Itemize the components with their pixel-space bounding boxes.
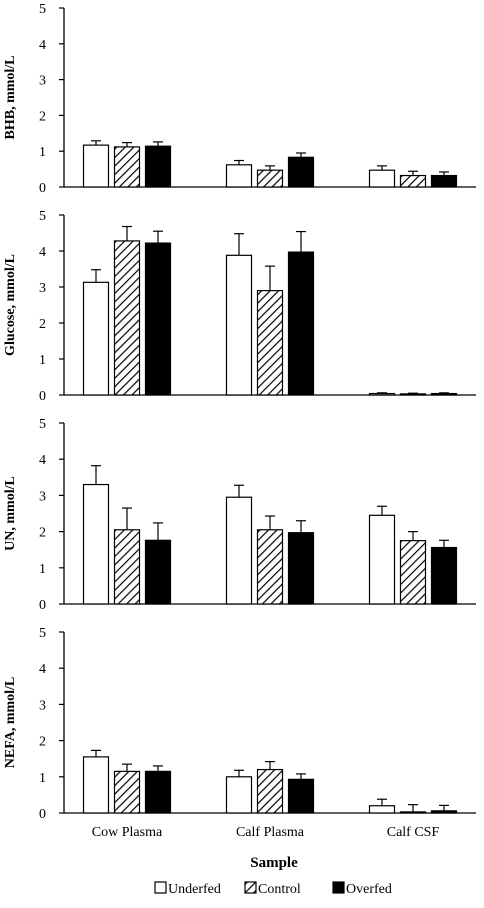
y-tick-label: 0 [39,389,46,404]
bar-underfed [225,776,253,814]
bar-control [256,290,284,396]
y-tick-label: 4 [39,662,46,677]
y-tick-label: 5 [39,626,46,641]
y-tick-label: 2 [39,317,46,332]
bar-overfed [287,532,315,605]
y-tick-label: 3 [39,74,46,89]
legend-label: Overfed [346,882,392,897]
bar-overfed [144,145,172,188]
x-tick-label: Calf Plasma [236,825,305,840]
bar-overfed [144,242,172,396]
y-tick-label: 2 [39,735,46,750]
bar-overfed [287,156,315,188]
legend-label: Control [258,882,301,897]
bar-overfed [144,770,172,814]
bar-control [113,529,141,605]
bar-underfed [368,805,396,814]
bar-control [113,146,141,188]
panel-3: 0 1 2 3 4 5 UN, mmol/L [3,417,476,613]
y-tick-label: 0 [39,807,46,822]
bar-control [113,240,141,396]
legend-label: Underfed [168,882,221,897]
y-tick-label: 3 [39,281,46,296]
y-axis-title: Glucose, mmol/L [3,254,18,356]
y-tick-label: 3 [39,698,46,713]
bar-underfed [368,169,396,188]
bar-underfed [368,514,396,605]
y-tick-label: 1 [39,562,46,577]
y-tick-label: 1 [39,353,46,368]
y-tick-label: 2 [39,109,46,124]
y-axis-title: UN, mmol/L [3,476,18,551]
legend-item-underfed: Underfed [154,881,221,897]
bar-control [399,393,427,396]
y-axis-title: BHB, mmol/L [3,55,18,139]
bar-control [256,169,284,188]
bar-overfed [430,174,458,188]
bar-control [256,768,284,814]
bar-overfed [430,810,458,814]
panel-2: 0 1 2 3 4 5 Glucose, mmol/L [3,209,476,404]
bar-underfed [82,483,110,605]
y-tick-label: 2 [39,526,46,541]
bar-overfed [144,539,172,605]
bar-underfed [225,164,253,188]
bar-overfed [430,392,458,396]
y-tick-label: 5 [39,2,46,17]
bar-control [113,770,141,814]
legend-item-overfed: Overfed [332,881,392,897]
bar-underfed [82,144,110,188]
legend-item-control: Control [244,881,301,897]
x-axis-title: Sample [250,855,298,871]
x-tick-label: Calf CSF [387,825,440,840]
legend-swatch [244,881,257,894]
bar-underfed [82,281,110,396]
y-tick-label: 3 [39,489,46,504]
bar-underfed [82,756,110,814]
bar-underfed [225,254,253,396]
bar-control [256,529,284,605]
y-tick-label: 4 [39,453,46,468]
y-tick-label: 1 [39,145,46,160]
bar-overfed [287,778,315,814]
y-tick-label: 5 [39,417,46,432]
y-axis-title: NEFA, mmol/L [3,677,18,769]
bar-control [399,811,427,814]
legend: Underfed Control Overfed [154,881,392,897]
bar-underfed [225,496,253,605]
bar-overfed [430,546,458,605]
y-tick-label: 1 [39,771,46,786]
panel-1: 0 1 2 3 4 5 BHB, mmol/L [3,2,476,196]
panel-4: 0 1 2 3 4 5 NEFA, mmol/L Cow Plasma Calf Plasma C… [3,626,476,840]
y-tick-label: 0 [39,181,46,196]
legend-swatch [332,881,345,894]
y-tick-label: 4 [39,38,46,53]
bar-overfed [287,251,315,396]
legend-swatch [154,881,167,894]
bar-control [399,540,427,605]
y-tick-label: 4 [39,245,46,260]
bar-control [399,174,427,188]
y-tick-label: 0 [39,598,46,613]
y-tick-label: 5 [39,209,46,224]
bar-underfed [368,392,396,396]
x-tick-label: Cow Plasma [92,825,163,840]
